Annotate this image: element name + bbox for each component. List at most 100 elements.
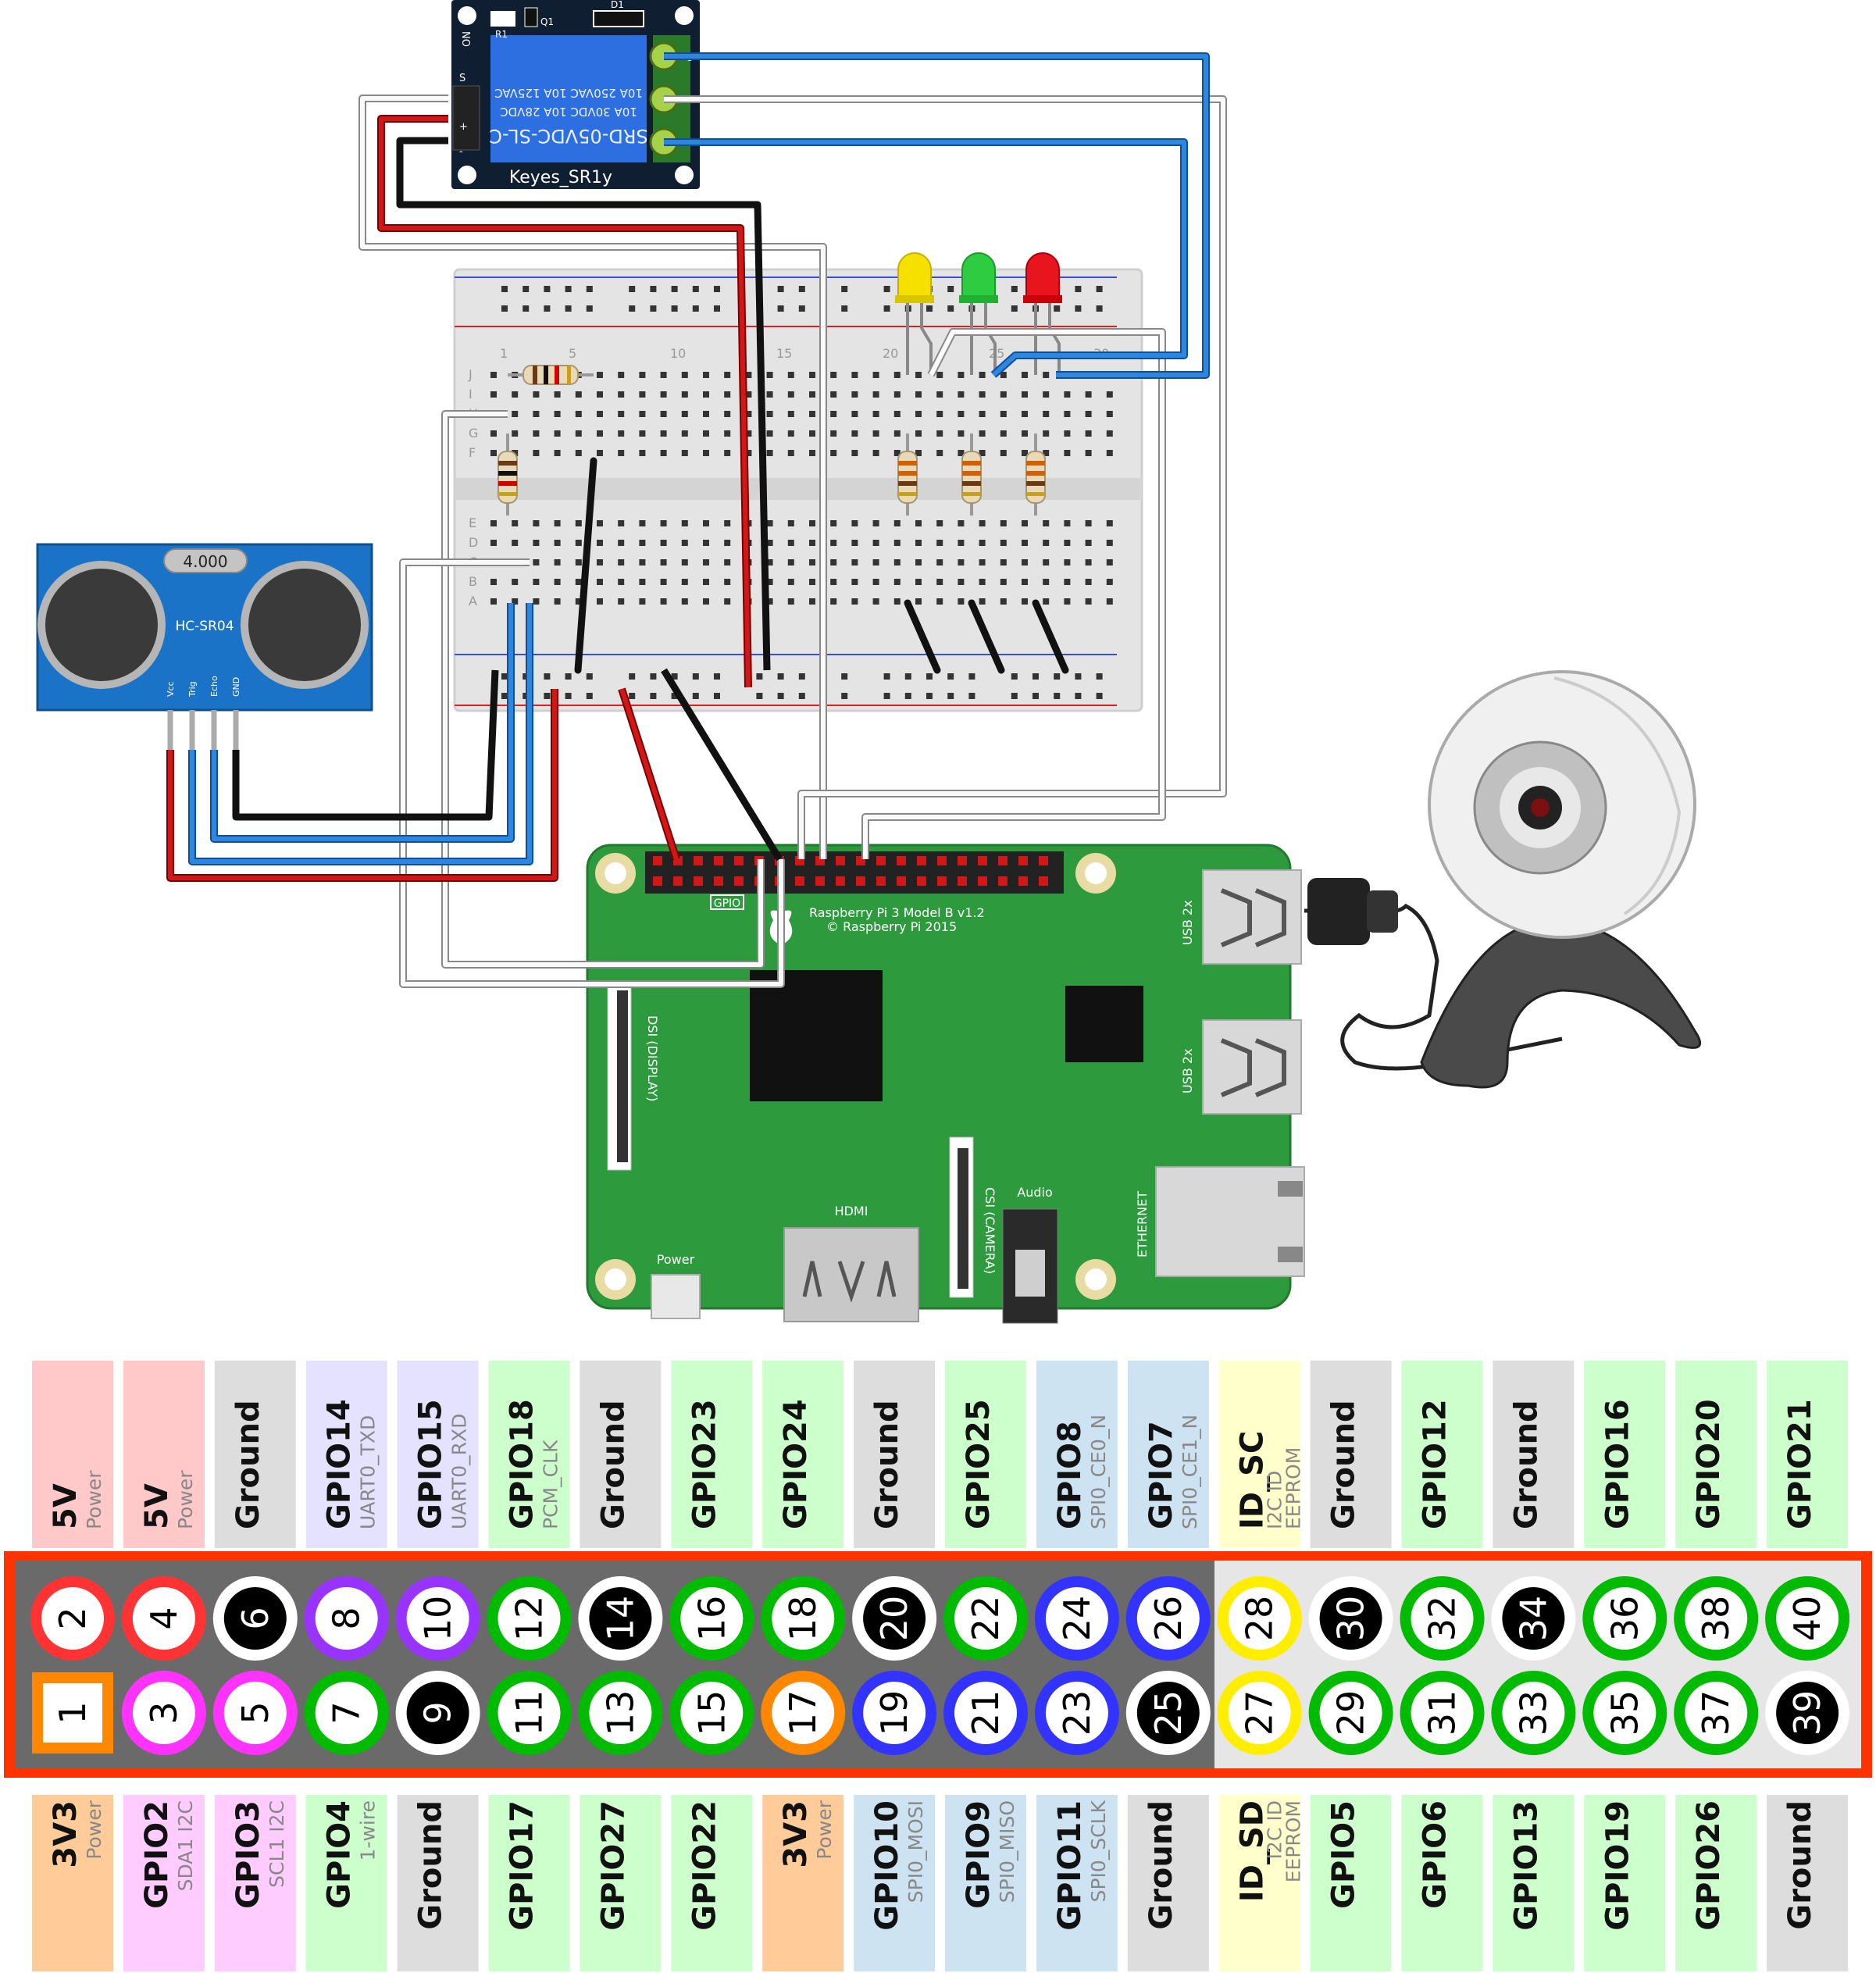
pin-sub-label: SPI0_SCLK (1087, 1800, 1110, 1902)
breadboard-hole (1085, 579, 1092, 585)
pin-name-label: GPIO26 (1691, 1800, 1727, 1931)
breadboard-hole (766, 372, 773, 378)
breadboard-hole (1000, 559, 1007, 565)
breadboard-hole (851, 372, 858, 378)
row-letter-i: I (469, 387, 473, 401)
breadboard-hole (766, 450, 773, 456)
breadboard-hole (1043, 391, 1050, 398)
gpio-header-pin (978, 856, 987, 865)
breadboard-hole (968, 673, 975, 680)
sensor-pin-label-trig: Trig (187, 681, 198, 698)
pinout-label-bg (945, 1361, 1026, 1548)
breadboard-hole (512, 540, 519, 546)
breadboard-hole (830, 430, 837, 437)
breadboard-hole (544, 305, 551, 312)
breadboard-hole (681, 430, 688, 437)
breadboard-hole (544, 673, 551, 680)
breadboard-hole (777, 286, 784, 292)
breadboard-hole (660, 579, 667, 585)
breadboard-hole (660, 540, 667, 546)
breadboard-hole (979, 598, 986, 605)
pinout-label-bg (945, 1795, 1026, 1971)
pin-face (1136, 1682, 1200, 1744)
breadboard-hole (618, 430, 625, 437)
pin-face (41, 1587, 104, 1650)
breadboard-hole (893, 450, 901, 456)
pin-face (1776, 1682, 1839, 1744)
breadboard-hole (958, 520, 965, 526)
breadboard-hole (1000, 372, 1007, 378)
breadboard-hole (597, 520, 603, 526)
breadboard-hole (851, 450, 858, 456)
pin-face (132, 1587, 195, 1650)
breadboard-hole (1106, 559, 1113, 565)
pin-face (406, 1587, 469, 1650)
breadboard-hole (575, 579, 582, 585)
breadboard-hole (490, 372, 497, 378)
pin-face (680, 1682, 744, 1744)
ultrasonic-sensor: 4.000 HC-SR04 Vcc Trig Echo GND (36, 543, 373, 750)
breadboard-hole (979, 372, 986, 378)
breadboard-hole (841, 693, 848, 699)
breadboard-hole (522, 286, 530, 292)
breadboard-hole (490, 540, 497, 546)
pin-name-label: 3V3 (778, 1800, 814, 1868)
breadboard-hole (915, 520, 922, 526)
sensor-pin-label-echo: Echo (209, 676, 219, 697)
pin-number: 9 (417, 1701, 459, 1724)
breadboard-hole (586, 305, 593, 312)
gpio-header-pin (795, 876, 804, 886)
row-letter-b: B (469, 574, 477, 589)
breadboard-hole (660, 559, 667, 565)
breadboard-hole (904, 693, 911, 699)
hdmi-label: HDMI (835, 1204, 868, 1218)
gpio-header-pin (958, 856, 967, 865)
pinout-top-labels: 5V Power 5V Power Ground GPIO14 UART0_TXD GPIO1… (32, 1361, 1849, 1548)
breadboard-hole (958, 430, 965, 437)
pinout-label-bg (1218, 1361, 1300, 1548)
breadboard-hole (756, 693, 763, 699)
col-number-25: 25 (989, 346, 1004, 361)
blue-wires (188, 52, 1210, 865)
breadboard-hole (1043, 540, 1050, 546)
breadboard-hole (501, 693, 508, 699)
gpio-header-pin (653, 876, 662, 886)
breadboard-hole (554, 540, 561, 546)
breadboard-hole (745, 411, 752, 417)
breadboard-hole (809, 559, 815, 565)
row-letter-f: F (469, 445, 476, 460)
breadboard-hole (830, 520, 837, 526)
pin-number: 8 (326, 1607, 368, 1629)
breadboard-hole (724, 391, 731, 398)
breadboard-hole (1043, 430, 1050, 437)
breadboard-hole (575, 598, 582, 605)
breadboard-hole (872, 520, 879, 526)
pin-name-label: ID_SD (1235, 1800, 1271, 1902)
breadboard-hole (1085, 450, 1092, 456)
resistor-led-red (1025, 433, 1046, 516)
pin-sub-label: SDA1 I2C (174, 1800, 197, 1891)
pin-name-label: GPIO19 (1600, 1800, 1635, 1931)
pinout-label-bg (1675, 1795, 1757, 1971)
breadboard-hole (692, 286, 699, 292)
gpio-header-pin (714, 856, 723, 865)
pin-number: 11 (508, 1690, 551, 1736)
pin-face (223, 1587, 287, 1650)
breadboard-hole (893, 372, 901, 378)
pin-name-label: 5V (48, 1483, 84, 1529)
breadboard-hole (809, 430, 815, 437)
breadboard-hole (872, 540, 879, 546)
pi-model-label: Raspberry Pi 3 Model B v1.2 (809, 905, 985, 920)
relay-pin-label-minus: - (459, 146, 463, 158)
breadboard-hole (915, 372, 922, 378)
breadboard-hole (1106, 430, 1113, 437)
breadboard-hole (490, 391, 497, 398)
power-label: Power (657, 1252, 695, 1267)
audio-label: Audio (1017, 1185, 1052, 1200)
sensor-pin-label-vcc: Vcc (166, 681, 176, 697)
power-port (651, 1274, 701, 1319)
pinout-label-bg (214, 1361, 296, 1548)
pin-name-label: GPIO10 (869, 1800, 905, 1931)
pin-name-label: Ground (595, 1400, 631, 1529)
breadboard-hole (1085, 391, 1092, 398)
